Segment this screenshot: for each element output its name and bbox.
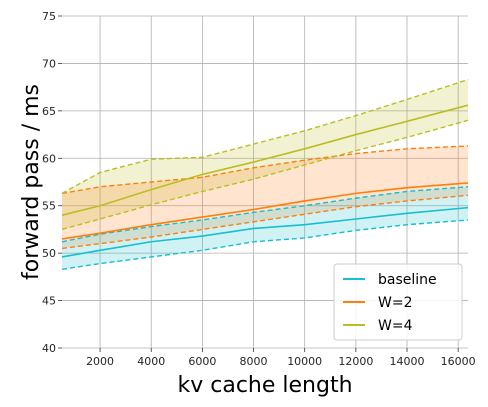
x-tick-label: 8000	[240, 355, 268, 368]
legend-label: W=4	[378, 318, 413, 334]
lower-bound-line-W=2	[61, 194, 469, 250]
mean-line-W=4	[61, 104, 469, 216]
upper-bound-line-baseline	[61, 186, 469, 243]
upper-bound-line-W=2	[61, 145, 469, 195]
band-W=4	[62, 79, 468, 230]
y-tick-label: 60	[42, 152, 56, 165]
legend-label: baseline	[378, 272, 437, 288]
x-tick-label: 6000	[188, 355, 216, 368]
y-tick-label: 45	[42, 295, 56, 308]
mean-line-baseline	[61, 206, 469, 258]
legend-label: W=2	[378, 295, 412, 311]
y-tick-label: 50	[42, 247, 56, 260]
legend: baseline W=2 W=4	[333, 263, 463, 341]
upper-bound-line-W=4	[61, 78, 469, 194]
y-tick-label: 75	[42, 10, 56, 23]
x-tick-label: 16000	[441, 355, 476, 368]
x-tick-label: 2000	[86, 355, 114, 368]
lower-bound-line-baseline	[61, 219, 469, 270]
y-tick-label: 40	[42, 342, 56, 355]
y-tick-label: 55	[42, 200, 56, 213]
mean-line-W=2	[61, 182, 469, 240]
legend-box	[333, 263, 463, 341]
x-tick-label: 4000	[137, 355, 165, 368]
y-tick-label: 65	[42, 105, 56, 118]
tick-labels: 40 45 50 55 60 65 70 75 2000 4000 6000 8000 10000 120…	[42, 10, 476, 368]
x-tick-label: 12000	[338, 355, 373, 368]
y-axis-label: forward pass / ms	[19, 84, 44, 280]
x-tick-label: 14000	[390, 355, 425, 368]
y-tick-label: 70	[42, 57, 56, 70]
lower-bound-line-W=4	[61, 119, 469, 231]
series-lines	[61, 78, 469, 270]
x-axis-label: kv cache length	[177, 373, 352, 398]
x-tick-label: 10000	[287, 355, 322, 368]
